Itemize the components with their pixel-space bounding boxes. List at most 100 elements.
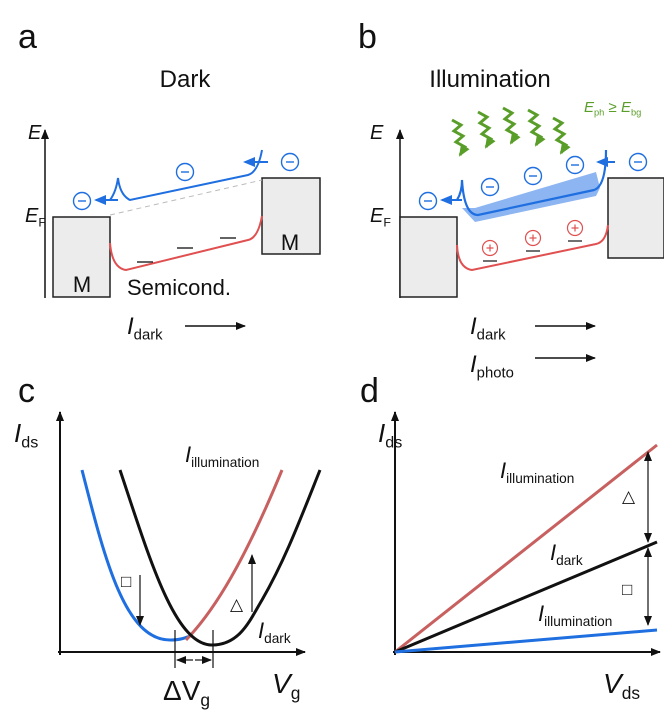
curve: [394, 443, 658, 654]
energy-label: E: [370, 122, 384, 144]
current-label: Iphoto: [470, 351, 514, 381]
metal: [261, 177, 321, 255]
curve-label-sub: illumination: [191, 455, 259, 470]
curve-label-sub: dark: [556, 553, 583, 568]
conduction-band: [109, 149, 263, 202]
trap-states: [137, 237, 236, 263]
relation: ≥: [604, 99, 621, 116]
y-axis-label-main: I: [378, 418, 385, 448]
photon: [553, 118, 566, 153]
metal: [399, 216, 458, 298]
symbol: △: [230, 595, 244, 614]
electron: [280, 152, 300, 172]
symbol: □: [121, 572, 131, 591]
current-label-sub: dark: [477, 327, 506, 343]
electron: [523, 166, 543, 186]
metal: [607, 177, 664, 259]
electron-filling: [462, 172, 600, 222]
curve-label-sub: illumination: [506, 471, 574, 486]
photon: [478, 112, 491, 147]
panel-letter: b: [358, 18, 377, 56]
hole: [566, 219, 584, 242]
y-axis-label-sub: ds: [21, 434, 38, 452]
electron: [565, 155, 585, 175]
bandgap-energy-sub: bg: [631, 107, 641, 117]
photon-condition: Eph ≥ Ebg: [584, 99, 641, 117]
fermi-label: EF: [25, 205, 46, 229]
fermi-label: EF: [370, 205, 391, 229]
hole: [481, 239, 499, 262]
curve-label: Iillumination: [500, 458, 574, 486]
curve: [184, 469, 284, 642]
panel-d: [391, 411, 661, 656]
panel-c: [56, 411, 322, 668]
panel-b: [396, 108, 664, 362]
panel-letter: a: [18, 18, 37, 56]
curve-label: Idark: [258, 618, 291, 646]
valence-band: [109, 215, 263, 272]
y-axis-label: Ids: [14, 418, 38, 452]
x-axis-label: Vds: [603, 668, 640, 703]
photon-energy-sub: ph: [594, 107, 604, 117]
current-label-sub: photo: [477, 365, 514, 381]
curve-label: Idark: [550, 540, 583, 568]
x-axis-label-sub: g: [291, 683, 301, 703]
x-axis-label-main: V: [603, 668, 624, 699]
current-label-main: I: [470, 313, 477, 340]
energy-label: E: [28, 122, 42, 144]
electron: [418, 191, 438, 211]
fermi-line: [109, 179, 263, 216]
electron: [480, 177, 500, 197]
fermi-label-sub: F: [383, 215, 391, 229]
curve-label-main: I: [185, 442, 191, 467]
curve-label-main: I: [500, 458, 506, 483]
photon: [503, 108, 516, 143]
shift-label-main: ΔV: [163, 675, 201, 706]
curve-label-sub: illumination: [544, 614, 612, 629]
current-label: Idark: [470, 313, 506, 343]
panel-title: Illumination: [429, 66, 550, 93]
semiconductor-label: Semicond.: [127, 275, 231, 300]
symbol: △: [622, 487, 636, 506]
curve: [118, 469, 322, 647]
curve: [394, 540, 658, 654]
hole: [524, 229, 542, 252]
x-axis-label-main: V: [272, 668, 293, 699]
metal-label: M: [281, 230, 299, 255]
y-axis-label-sub: ds: [385, 434, 402, 452]
fermi-label-main: E: [25, 205, 39, 227]
curve-label-sub: dark: [264, 631, 291, 646]
electron: [72, 191, 92, 211]
panel-letter: c: [18, 372, 35, 410]
photon: [528, 110, 541, 145]
curve: [394, 628, 658, 654]
electron: [175, 162, 195, 182]
shift-label-sub: g: [200, 690, 210, 710]
curve-label: Iillumination: [538, 601, 612, 629]
fermi-label-sub: F: [38, 215, 46, 229]
photon-energy-main: E: [584, 99, 595, 116]
shift-bracket: [174, 630, 214, 668]
current-label-main: I: [127, 313, 134, 340]
curve-label-main: I: [258, 618, 264, 643]
panel-title: Dark: [160, 66, 212, 93]
conduction-band: [456, 149, 608, 217]
electron: [628, 152, 648, 172]
current-label-main: I: [470, 351, 477, 378]
y-axis-label-main: I: [14, 418, 21, 448]
x-axis-label: Vg: [272, 668, 300, 703]
x-axis-label-sub: ds: [622, 683, 641, 703]
valence-band: [456, 224, 609, 272]
bandgap-energy-main: E: [621, 99, 632, 116]
fermi-label-main: E: [370, 205, 384, 227]
current-label: Idark: [127, 313, 163, 343]
panel-a: [41, 129, 321, 330]
symbol: □: [622, 580, 632, 599]
current-label-sub: dark: [134, 327, 163, 343]
shift-label: ΔVg: [163, 675, 210, 710]
curve-label: Iillumination: [185, 442, 259, 470]
curve-label-main: I: [550, 540, 556, 565]
